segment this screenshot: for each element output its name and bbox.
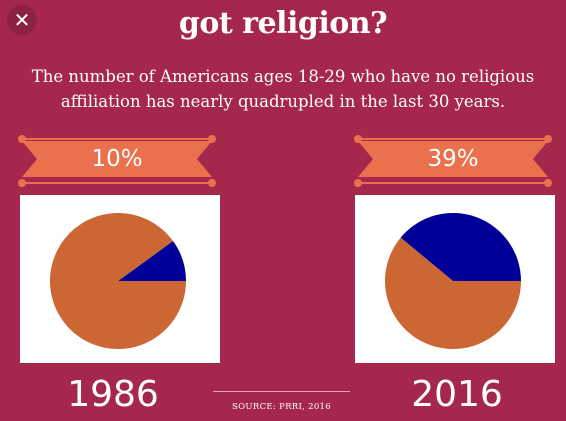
close-icon: ✕ (13, 8, 31, 32)
pie-panel-1986 (20, 195, 220, 363)
ribbon-dot (544, 179, 552, 187)
source-text: SOURCE: PRRI, 2016 (232, 402, 331, 412)
ribbon-dot (208, 135, 216, 143)
pie-panel-2016 (355, 195, 555, 363)
pie-slice-2016-1 (385, 237, 521, 349)
pie-slice-1986-1 (50, 213, 186, 349)
year-label-2016: 2016 (411, 374, 503, 415)
ribbon-1986: 10% (22, 141, 212, 177)
ribbon-top-line-right (358, 138, 548, 140)
ribbon-shape (358, 141, 548, 177)
source-divider (213, 391, 350, 392)
pie-slice-2016-0 (400, 213, 521, 281)
pie-chart-2016 (385, 213, 521, 349)
ribbon-label-2016: 39% (427, 146, 479, 172)
close-button[interactable]: ✕ (7, 5, 37, 35)
infographic-title: got religion? (178, 6, 388, 41)
pie-slice-1986-0 (118, 241, 186, 281)
ribbon-dot (354, 135, 362, 143)
ribbon-shape (22, 141, 212, 177)
ribbon-dot (208, 179, 216, 187)
ribbon-label-1986: 10% (91, 146, 143, 172)
ribbon-dot (18, 135, 26, 143)
ribbon-bottom-line-left (22, 182, 212, 184)
ribbon-2016: 39% (358, 141, 548, 177)
ribbon-dot (354, 179, 362, 187)
pie-chart-1986 (50, 213, 186, 349)
ribbon-bottom-line-right (358, 182, 548, 184)
year-label-1986: 1986 (67, 374, 159, 415)
ribbon-top-line-left (22, 138, 212, 140)
ribbon-dot (544, 135, 552, 143)
infographic-subtitle: The number of Americans ages 18-29 who h… (31, 67, 535, 111)
ribbon-dot (18, 179, 26, 187)
